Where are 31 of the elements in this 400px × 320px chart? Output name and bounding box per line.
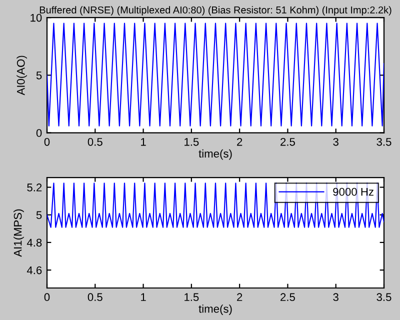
x-tick-label: 1: [141, 138, 146, 146]
x-axis-title: time(s): [198, 149, 232, 160]
line-series: [47, 22, 384, 126]
y-tick-label: 0: [36, 129, 42, 137]
x-tick-label: 1.5: [184, 138, 199, 146]
x-tick-label: 3: [333, 138, 338, 146]
x-tick-label: 2: [237, 138, 242, 146]
x-tick-label: 2.5: [280, 138, 295, 146]
line-series: [47, 182, 384, 228]
x-tick-label: 1: [141, 293, 146, 301]
y-axis-title: AI1(MPS): [14, 209, 24, 257]
y-tick-label: 5: [36, 72, 42, 80]
x-tick-label: 0: [44, 138, 50, 146]
y-tick-label: 4.6: [26, 266, 42, 274]
y-tick-label: 5.2: [27, 184, 42, 192]
y-axis-title: AI0(AO): [16, 56, 27, 96]
x-tick-label: 0.5: [88, 293, 102, 302]
x-tick-label: 0.5: [88, 138, 102, 146]
x-tick-label: 0: [44, 293, 50, 302]
y-tick-label: 5: [36, 211, 42, 219]
y-tick-label: 10: [30, 14, 42, 22]
legend-label: 9000 Hz: [333, 188, 374, 196]
x-axis-title: time(s): [198, 304, 232, 315]
x-tick-label: 1.5: [184, 293, 199, 302]
x-tick-label: 2.5: [280, 293, 295, 302]
x-tick-label: 3: [333, 293, 338, 302]
x-tick-label: 2: [237, 293, 242, 301]
x-tick-label: 3.5: [376, 138, 392, 146]
y-tick-label: 4.8: [26, 238, 42, 247]
chart-title: Buffered (NRSE) (Multiplexed AI0:80) (Bias Resistor: 51 Kohm) (Input Imp:2.2k): [40, 6, 392, 16]
x-tick-label: 3.5: [376, 293, 392, 302]
